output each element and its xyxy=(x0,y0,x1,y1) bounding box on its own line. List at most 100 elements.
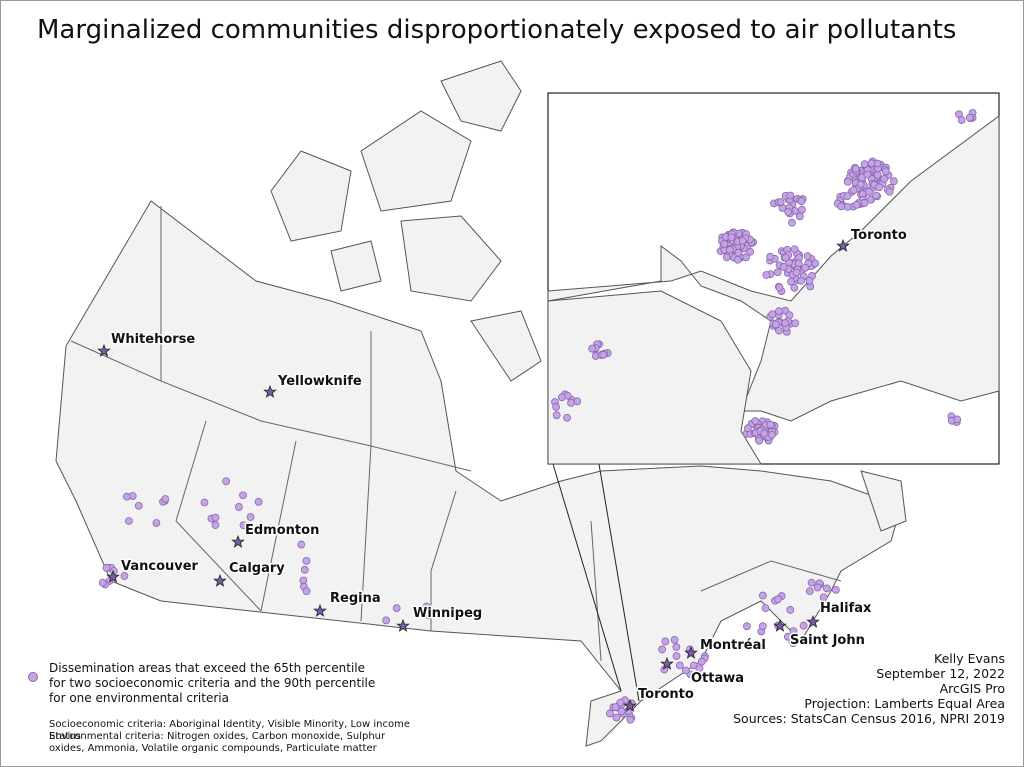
area-dot xyxy=(742,253,750,262)
area-dot xyxy=(773,268,782,277)
area-dot xyxy=(867,159,876,168)
area-dot xyxy=(786,191,795,200)
inset-connector xyxy=(552,463,622,692)
area-dot xyxy=(766,252,775,261)
area-dot xyxy=(791,319,800,328)
area-dot xyxy=(805,276,814,285)
area-dot xyxy=(672,643,681,651)
credit-line: September 12, 2022 xyxy=(876,666,1005,681)
area-dot xyxy=(720,239,729,248)
area-dot xyxy=(766,420,775,429)
area-dot xyxy=(786,606,795,614)
area-dot xyxy=(775,326,783,335)
city-star xyxy=(660,656,674,670)
area-dot xyxy=(795,212,804,221)
area-dot xyxy=(860,160,869,169)
area-dot xyxy=(617,707,626,716)
area-dot xyxy=(733,255,742,264)
area-dot xyxy=(239,521,248,530)
area-dot xyxy=(779,263,788,271)
inset-land xyxy=(547,290,762,465)
title: Marginalized communities disproportionat… xyxy=(37,15,957,45)
area-dot xyxy=(599,350,608,359)
border xyxy=(360,445,372,622)
area-dot xyxy=(658,645,667,654)
city-star xyxy=(313,603,327,617)
area-dot xyxy=(880,174,889,183)
area-dot xyxy=(788,218,796,227)
area-dot xyxy=(819,593,828,602)
area-dot xyxy=(120,572,129,580)
border xyxy=(260,440,297,612)
area-dot xyxy=(211,521,220,529)
area-dot xyxy=(798,205,806,214)
city-star xyxy=(263,384,277,398)
area-dot xyxy=(254,497,263,506)
city-star xyxy=(623,698,637,712)
area-dot xyxy=(738,236,747,245)
area-dot xyxy=(567,398,575,407)
area-dot xyxy=(875,183,884,192)
area-dot xyxy=(697,657,706,666)
credit-line: ArcGIS Pro xyxy=(939,681,1005,696)
island xyxy=(470,310,542,382)
area-dot xyxy=(758,622,767,631)
area-dot xyxy=(239,491,247,500)
area-dot xyxy=(297,540,306,549)
criteria-environmental: Environmental criteria: Nitrogen oxides,… xyxy=(49,731,386,754)
area-dot xyxy=(751,417,760,425)
city-label: Yellowknife xyxy=(277,374,362,389)
city-label: Halifax xyxy=(820,601,872,616)
area-dot xyxy=(200,498,209,507)
area-dot xyxy=(152,519,161,527)
city-label: Ottawa xyxy=(691,671,744,686)
area-dot xyxy=(783,632,792,641)
area-dot xyxy=(792,268,801,277)
area-dot xyxy=(843,177,852,186)
area-dot xyxy=(734,248,743,257)
area-dot xyxy=(234,503,243,511)
area-dot xyxy=(672,652,681,660)
area-dot xyxy=(725,245,734,254)
legend-symbol xyxy=(28,672,38,682)
credit-line: Projection: Lamberts Equal Area xyxy=(804,696,1005,711)
border xyxy=(175,420,262,612)
city-label: Winnipeg xyxy=(413,606,482,621)
area-dot xyxy=(616,698,625,707)
area-dot xyxy=(789,627,798,636)
city-star xyxy=(773,618,787,632)
area-dot xyxy=(811,259,820,268)
area-dot xyxy=(822,584,831,593)
area-dot xyxy=(801,263,810,272)
area-dot xyxy=(695,664,704,673)
area-dot xyxy=(851,165,860,173)
area-dot xyxy=(134,501,143,510)
credit-line: Kelly Evans xyxy=(934,651,1005,666)
area-dot xyxy=(563,413,571,422)
area-dot xyxy=(588,344,596,353)
area-dot xyxy=(781,319,790,327)
area-dot xyxy=(787,277,795,286)
area-dot xyxy=(222,477,231,486)
city-star xyxy=(684,645,698,659)
area-dot xyxy=(790,245,799,254)
area-dot xyxy=(211,513,220,522)
city-star xyxy=(231,534,245,548)
city-label: Toronto xyxy=(851,228,907,243)
city-label: Whitehorse xyxy=(111,332,195,347)
area-dot xyxy=(881,167,890,176)
area-dot xyxy=(775,283,784,292)
city-label: Edmonton xyxy=(245,523,319,538)
area-dot xyxy=(775,307,783,316)
area-dot xyxy=(762,271,771,279)
credits: Kelly Evans September 12, 2022 ArcGIS Pro P… xyxy=(733,651,1005,726)
area-dot xyxy=(302,556,311,565)
area-dot xyxy=(246,513,255,521)
city-label: Montréal xyxy=(700,638,766,653)
city-label: Toronto xyxy=(638,687,694,702)
legend-label: Dissemination areas that exceed the 65th… xyxy=(49,661,376,705)
area-dot xyxy=(866,195,875,204)
city-label: Calgary xyxy=(229,561,285,576)
area-dot xyxy=(102,563,111,572)
